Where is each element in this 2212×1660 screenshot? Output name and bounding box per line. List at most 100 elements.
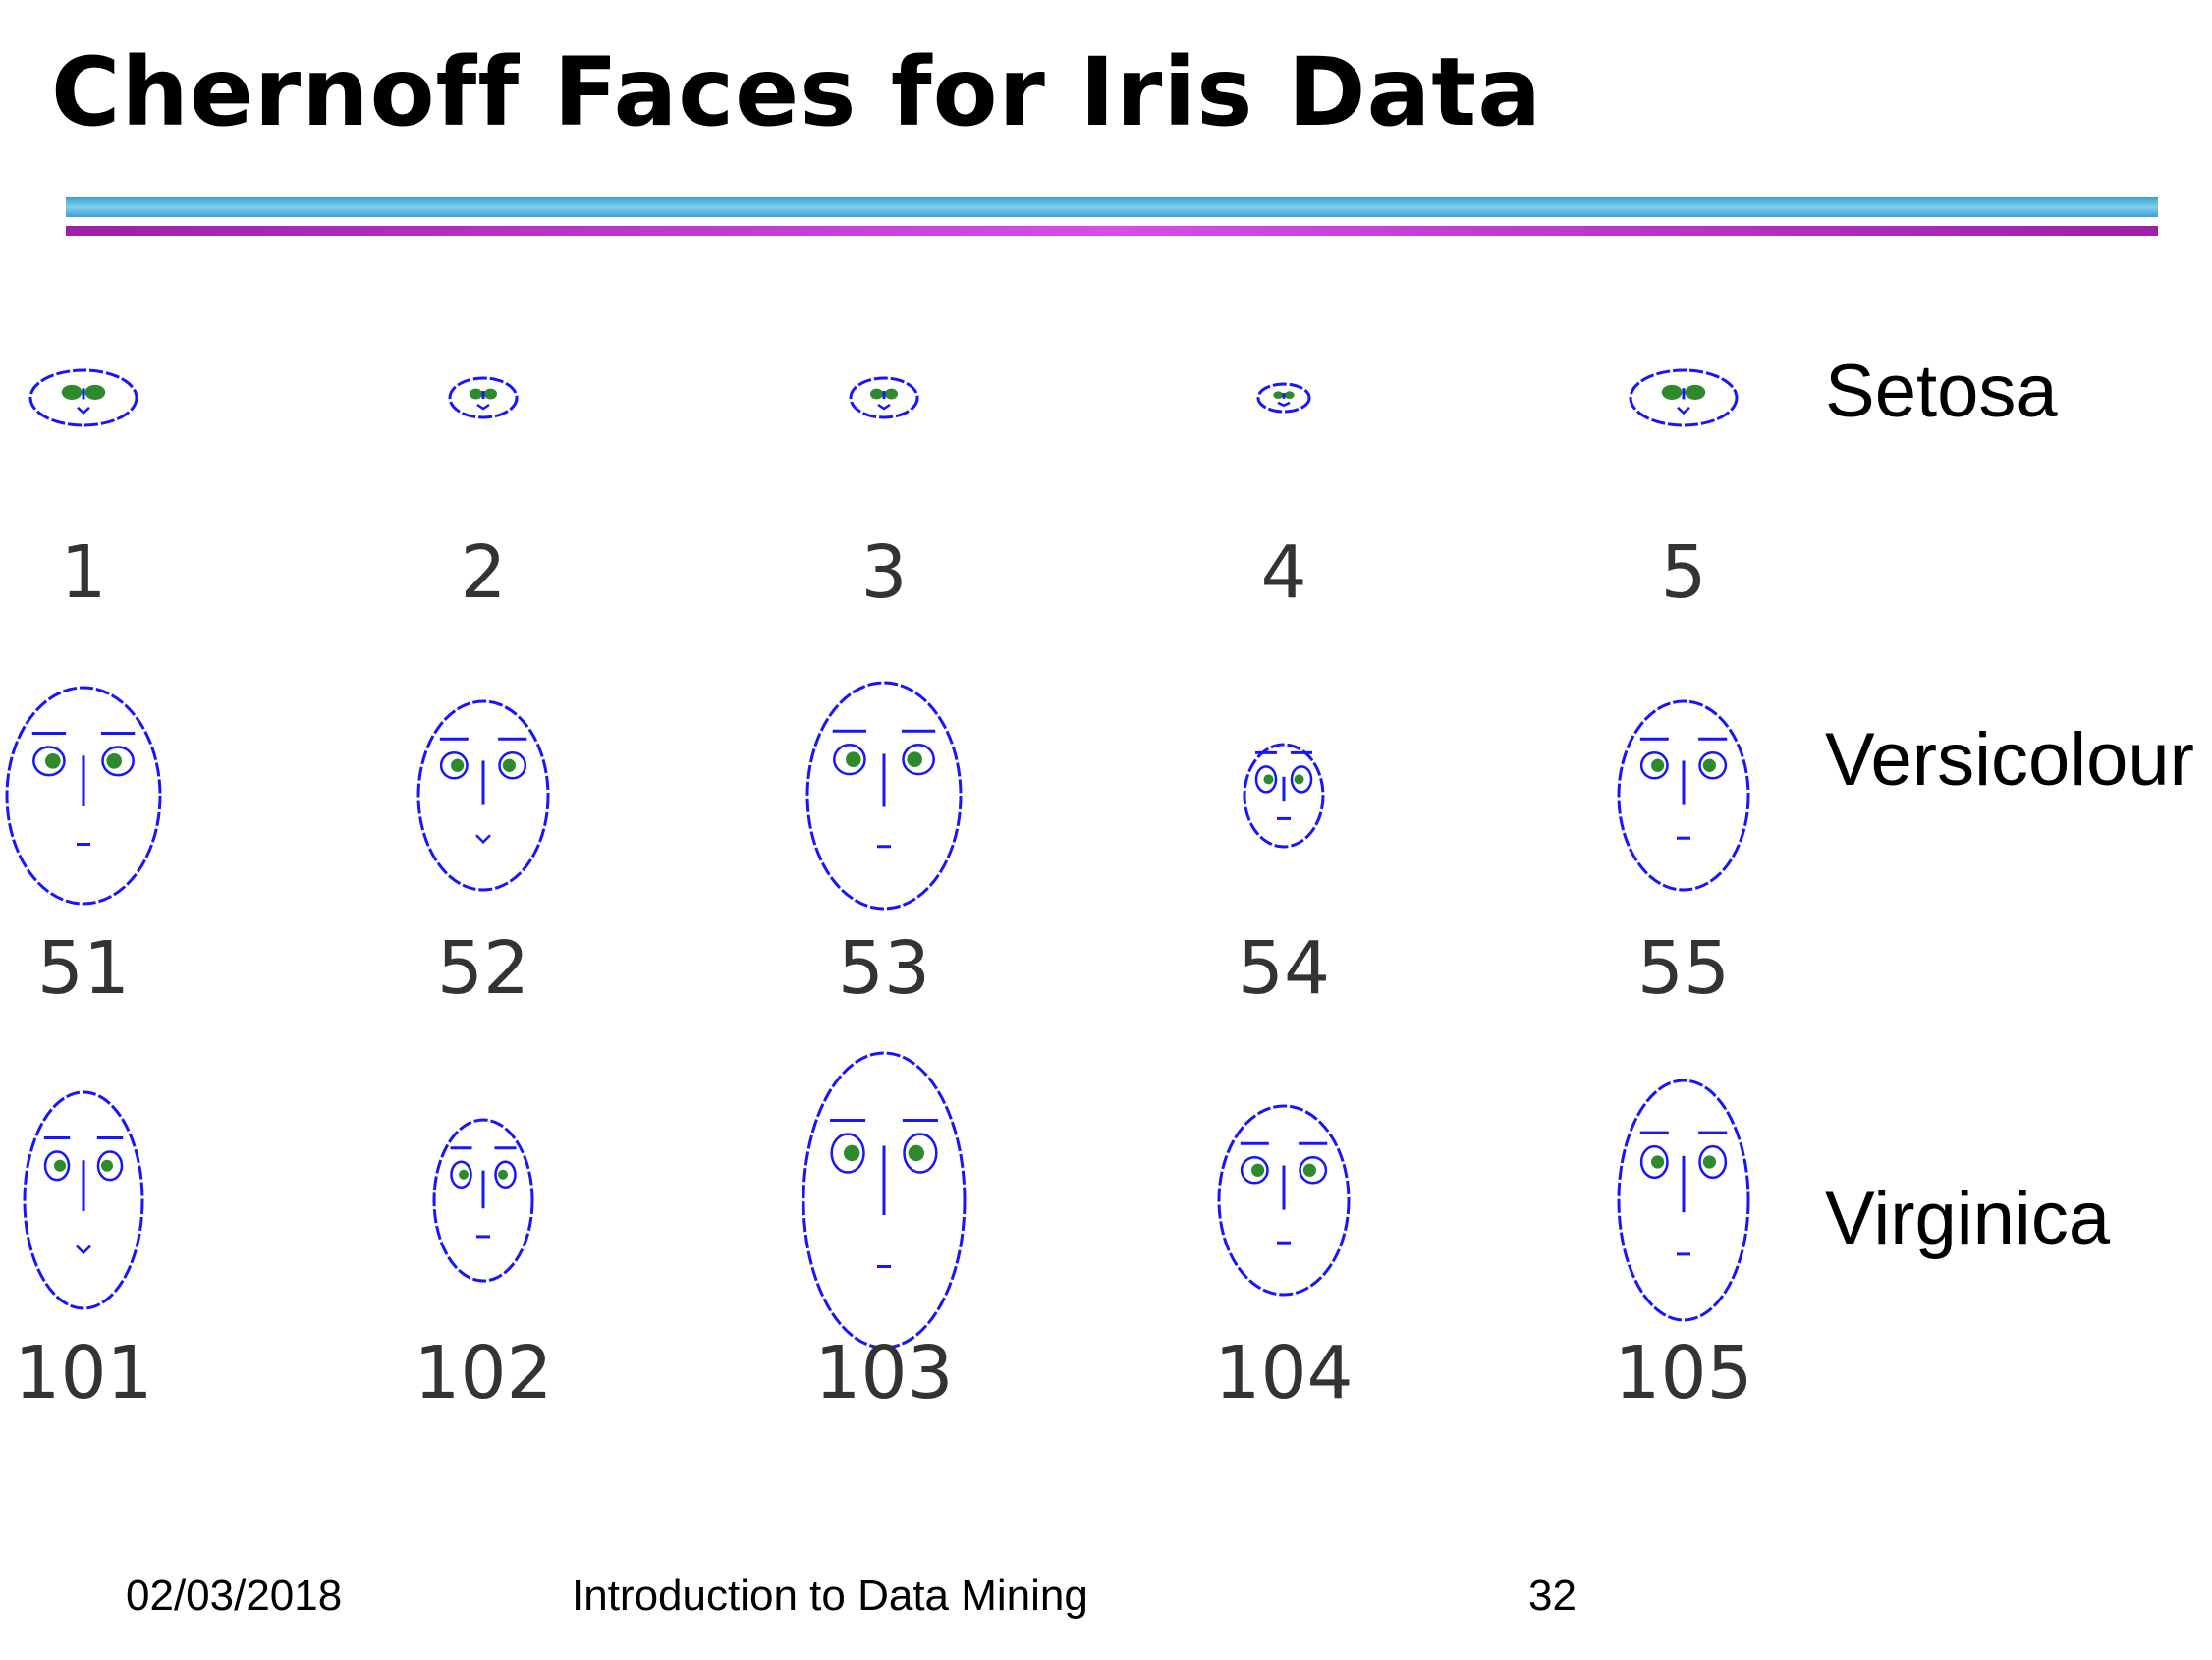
chernoff-face-103 bbox=[802, 1051, 967, 1350]
eye-pupil bbox=[1651, 1155, 1665, 1169]
mouth bbox=[77, 406, 90, 415]
eye-outline bbox=[830, 1133, 865, 1174]
eye-pupil bbox=[61, 384, 83, 400]
eye-outline bbox=[43, 1150, 71, 1182]
face-outline bbox=[448, 376, 519, 419]
face-outline bbox=[23, 1090, 144, 1310]
eye-outline bbox=[439, 751, 469, 780]
face-number-54: 54 bbox=[1237, 926, 1331, 1011]
face-number-5: 5 bbox=[1660, 530, 1707, 615]
face-outline bbox=[5, 686, 162, 906]
eye-pupil bbox=[483, 388, 498, 400]
chernoff-face-105 bbox=[1617, 1079, 1750, 1322]
chernoff-face-53 bbox=[805, 681, 963, 911]
species-label-setosa: Setosa bbox=[1825, 350, 2058, 433]
face-number-3: 3 bbox=[860, 530, 908, 615]
chernoff-face-51 bbox=[5, 686, 162, 906]
face-outline bbox=[1629, 368, 1739, 427]
eye-pupil bbox=[469, 388, 483, 400]
mouth bbox=[475, 834, 491, 844]
footer-page-number: 32 bbox=[1528, 1572, 1576, 1620]
eye-outline bbox=[833, 744, 866, 776]
footer-course: Introduction to Data Mining bbox=[572, 1572, 1088, 1620]
chernoff-face-52 bbox=[416, 699, 550, 892]
eye-outline bbox=[494, 1160, 517, 1190]
eye-outline bbox=[1639, 1144, 1669, 1180]
eye-pupil bbox=[84, 384, 106, 400]
eye-pupil bbox=[1702, 1155, 1716, 1169]
face-outline bbox=[28, 368, 138, 427]
face-number-1: 1 bbox=[60, 530, 107, 615]
eye-pupil bbox=[908, 1144, 924, 1162]
species-label-versicolour: Versicolour bbox=[1825, 718, 2194, 802]
eye-pupil bbox=[1273, 391, 1284, 399]
eye-pupil bbox=[1284, 391, 1295, 399]
mouth bbox=[476, 403, 490, 411]
footer-date: 02/03/2018 bbox=[126, 1572, 343, 1620]
chernoff-face-102 bbox=[432, 1118, 534, 1283]
face-number-103: 103 bbox=[814, 1331, 954, 1415]
eye-outline bbox=[903, 1133, 938, 1174]
title-rule-blue bbox=[66, 197, 2158, 217]
face-number-51: 51 bbox=[36, 926, 131, 1011]
mouth bbox=[1677, 406, 1690, 415]
title-rule-pink bbox=[66, 226, 2158, 236]
eye-outline bbox=[1290, 765, 1313, 794]
eye-pupil bbox=[1702, 758, 1716, 772]
chernoff-face-1 bbox=[28, 368, 138, 427]
chernoff-face-4 bbox=[1256, 382, 1311, 414]
eye-outline bbox=[1698, 751, 1728, 780]
eye-pupil bbox=[451, 758, 465, 772]
eye-outline bbox=[1698, 1144, 1728, 1180]
eye-pupil bbox=[45, 753, 61, 769]
face-number-105: 105 bbox=[1614, 1331, 1753, 1415]
face-number-102: 102 bbox=[414, 1331, 553, 1415]
chernoff-face-101 bbox=[23, 1090, 144, 1310]
mouth bbox=[877, 403, 891, 411]
eye-pupil bbox=[1294, 774, 1304, 785]
face-outline bbox=[802, 1051, 967, 1350]
face-outline bbox=[849, 376, 919, 419]
eye-pupil bbox=[846, 751, 861, 767]
eye-pupil bbox=[459, 1169, 469, 1180]
eye-pupil bbox=[54, 1159, 66, 1172]
face-number-55: 55 bbox=[1636, 926, 1731, 1011]
eye-pupil bbox=[1263, 774, 1274, 785]
eye-pupil bbox=[907, 751, 922, 767]
eye-outline bbox=[1639, 751, 1669, 780]
face-number-52: 52 bbox=[436, 926, 530, 1011]
eye-outline bbox=[902, 744, 935, 776]
species-label-virginica: Virginica bbox=[1825, 1177, 2111, 1260]
face-number-104: 104 bbox=[1214, 1331, 1354, 1415]
face-number-2: 2 bbox=[460, 530, 507, 615]
chernoff-face-55 bbox=[1617, 699, 1750, 892]
eye-pupil bbox=[1651, 758, 1665, 772]
face-number-101: 101 bbox=[14, 1331, 153, 1415]
face-outline bbox=[1256, 382, 1311, 414]
eye-pupil bbox=[1661, 384, 1683, 400]
chernoff-face-104 bbox=[1217, 1104, 1351, 1297]
face-outline bbox=[1617, 699, 1750, 892]
mouth bbox=[76, 1245, 91, 1255]
eye-outline bbox=[1254, 765, 1278, 794]
mouth bbox=[1277, 401, 1291, 408]
face-outline bbox=[416, 699, 550, 892]
eye-outline bbox=[450, 1160, 472, 1190]
eye-pupil bbox=[498, 1169, 508, 1180]
eye-pupil bbox=[884, 388, 899, 400]
eye-pupil bbox=[1302, 1163, 1316, 1177]
eye-outline bbox=[1299, 1156, 1328, 1185]
eye-outline bbox=[101, 746, 135, 777]
eye-pupil bbox=[101, 1159, 113, 1172]
chernoff-face-54 bbox=[1243, 743, 1325, 849]
face-outline bbox=[432, 1118, 534, 1283]
eye-outline bbox=[498, 751, 527, 780]
face-number-4: 4 bbox=[1260, 530, 1307, 615]
chernoff-face-5 bbox=[1629, 368, 1739, 427]
slide-title: Chernoff Faces for Iris Data bbox=[51, 37, 1542, 147]
eye-outline bbox=[32, 746, 66, 777]
eye-pupil bbox=[869, 388, 884, 400]
chernoff-face-3 bbox=[849, 376, 919, 419]
